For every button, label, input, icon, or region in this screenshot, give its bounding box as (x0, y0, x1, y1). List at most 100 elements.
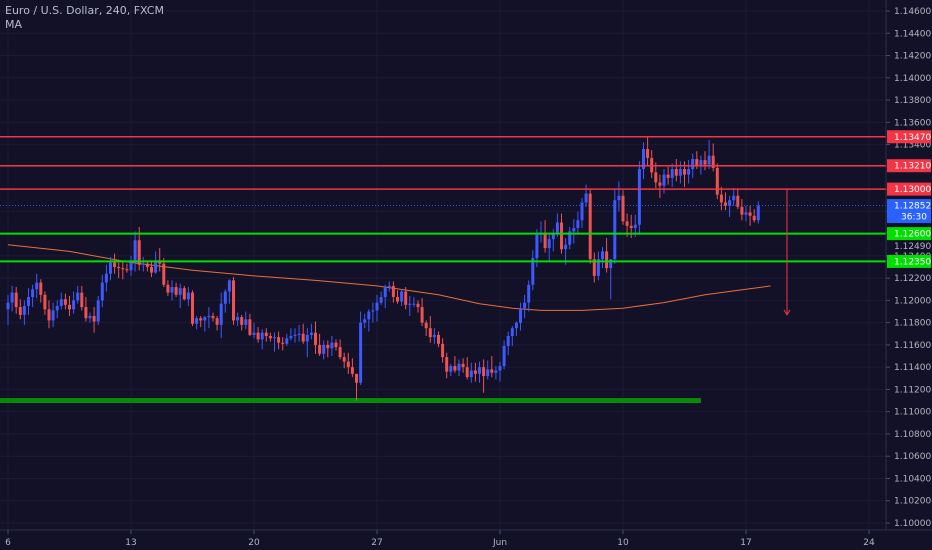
candle-body (367, 311, 371, 320)
candle-body (150, 267, 153, 273)
bar-countdown-label: 36:30 (901, 213, 927, 223)
candle-body (92, 315, 96, 322)
candle-body (437, 334, 440, 344)
candle (35, 273, 39, 299)
arrow-head[interactable] (783, 309, 791, 316)
candle-body (568, 231, 572, 245)
candle-body (232, 280, 235, 321)
candle (43, 291, 47, 315)
candle-body (555, 222, 559, 234)
candle (396, 290, 399, 304)
candle-body (478, 367, 481, 374)
indicator-label[interactable]: MA (5, 18, 23, 31)
candle-body (305, 334, 309, 342)
candle-body (244, 319, 248, 325)
candle-body (277, 337, 281, 343)
candle-body (154, 260, 158, 273)
candle-body (121, 268, 125, 270)
candle (104, 264, 108, 292)
candle (596, 251, 600, 281)
candle (752, 209, 756, 223)
down-arrow-annotation[interactable] (783, 189, 791, 316)
candle-body (133, 240, 137, 263)
candle (59, 292, 63, 310)
candle-body (637, 169, 641, 225)
candle-body (572, 228, 576, 232)
support-price-tag[interactable]: 1.12350 (887, 254, 931, 268)
candle (666, 166, 670, 185)
candle (215, 315, 219, 331)
candle (506, 331, 510, 355)
candle-body (531, 258, 535, 285)
candle (514, 321, 518, 337)
candle-body (51, 310, 55, 321)
candle-body (219, 303, 223, 325)
candle (588, 189, 592, 264)
candle (264, 328, 268, 342)
candle-body (260, 332, 264, 340)
candle (547, 234, 551, 262)
candle-body (195, 318, 199, 324)
candle (461, 358, 465, 373)
candle-body (109, 262, 112, 274)
candle-body (428, 328, 432, 338)
candle (674, 159, 678, 182)
time-axis[interactable]: 6 13 20 27 Jun 10 17 24 (0, 529, 932, 550)
candle-body (756, 205, 760, 221)
time-axis-bg (0, 530, 932, 550)
candle-body (748, 212, 752, 216)
resistance-price-tag[interactable]: 1.13210 (887, 159, 931, 173)
price-tick-label: 1.10600 (894, 452, 931, 462)
candle (297, 324, 301, 342)
candle-body (6, 302, 10, 310)
candle-body (707, 155, 711, 165)
candle-body (22, 305, 26, 315)
candle (334, 339, 338, 351)
candle (601, 246, 604, 269)
candle-body (182, 288, 186, 300)
candle-body (59, 299, 63, 306)
horizontal-levels[interactable] (0, 136, 886, 263)
candle-body (268, 336, 272, 339)
support-price-tag[interactable]: 1.12600 (887, 227, 931, 241)
time-tick-label: 20 (248, 538, 260, 548)
candle-body (35, 282, 39, 290)
candle-body (601, 251, 604, 260)
resistance-price-tag[interactable]: 1.13000 (887, 182, 931, 196)
candle-body (490, 369, 494, 373)
candle-body (31, 289, 35, 298)
candle-body (441, 343, 445, 358)
candle-body (732, 195, 736, 201)
candle-body (617, 195, 621, 201)
price-tick-label: 1.11000 (894, 408, 931, 418)
symbol-title[interactable]: Euro / U.S. Dollar, 240, FXCM (5, 4, 164, 17)
candle-body (309, 332, 313, 335)
price-tick-label: 1.13400 (894, 141, 931, 151)
candle-body (510, 328, 514, 337)
candle (375, 294, 379, 322)
candle (478, 361, 481, 383)
candle-body (10, 292, 14, 303)
price-axis[interactable]: 1.14600 1.14400 1.14200 1.14000 1.13800 1.136… (885, 0, 932, 530)
candle (359, 311, 363, 385)
candle-body (711, 155, 715, 168)
candle-body (223, 291, 227, 304)
candle-body (68, 304, 71, 310)
candle (293, 328, 297, 343)
candle-body (695, 159, 699, 166)
price-tag-label: 1.13470 (894, 133, 931, 143)
candle (14, 287, 18, 314)
candle-body (506, 336, 510, 347)
candle (227, 279, 231, 304)
candle (27, 288, 30, 315)
price-tag-bg (887, 182, 931, 196)
candle-body (256, 332, 260, 340)
candle-body (703, 160, 707, 165)
candle (662, 169, 666, 194)
resistance-price-tag[interactable]: 1.13470 (887, 130, 931, 144)
candle-body (576, 220, 580, 229)
candle-body (473, 370, 477, 374)
candle-body (543, 232, 547, 249)
